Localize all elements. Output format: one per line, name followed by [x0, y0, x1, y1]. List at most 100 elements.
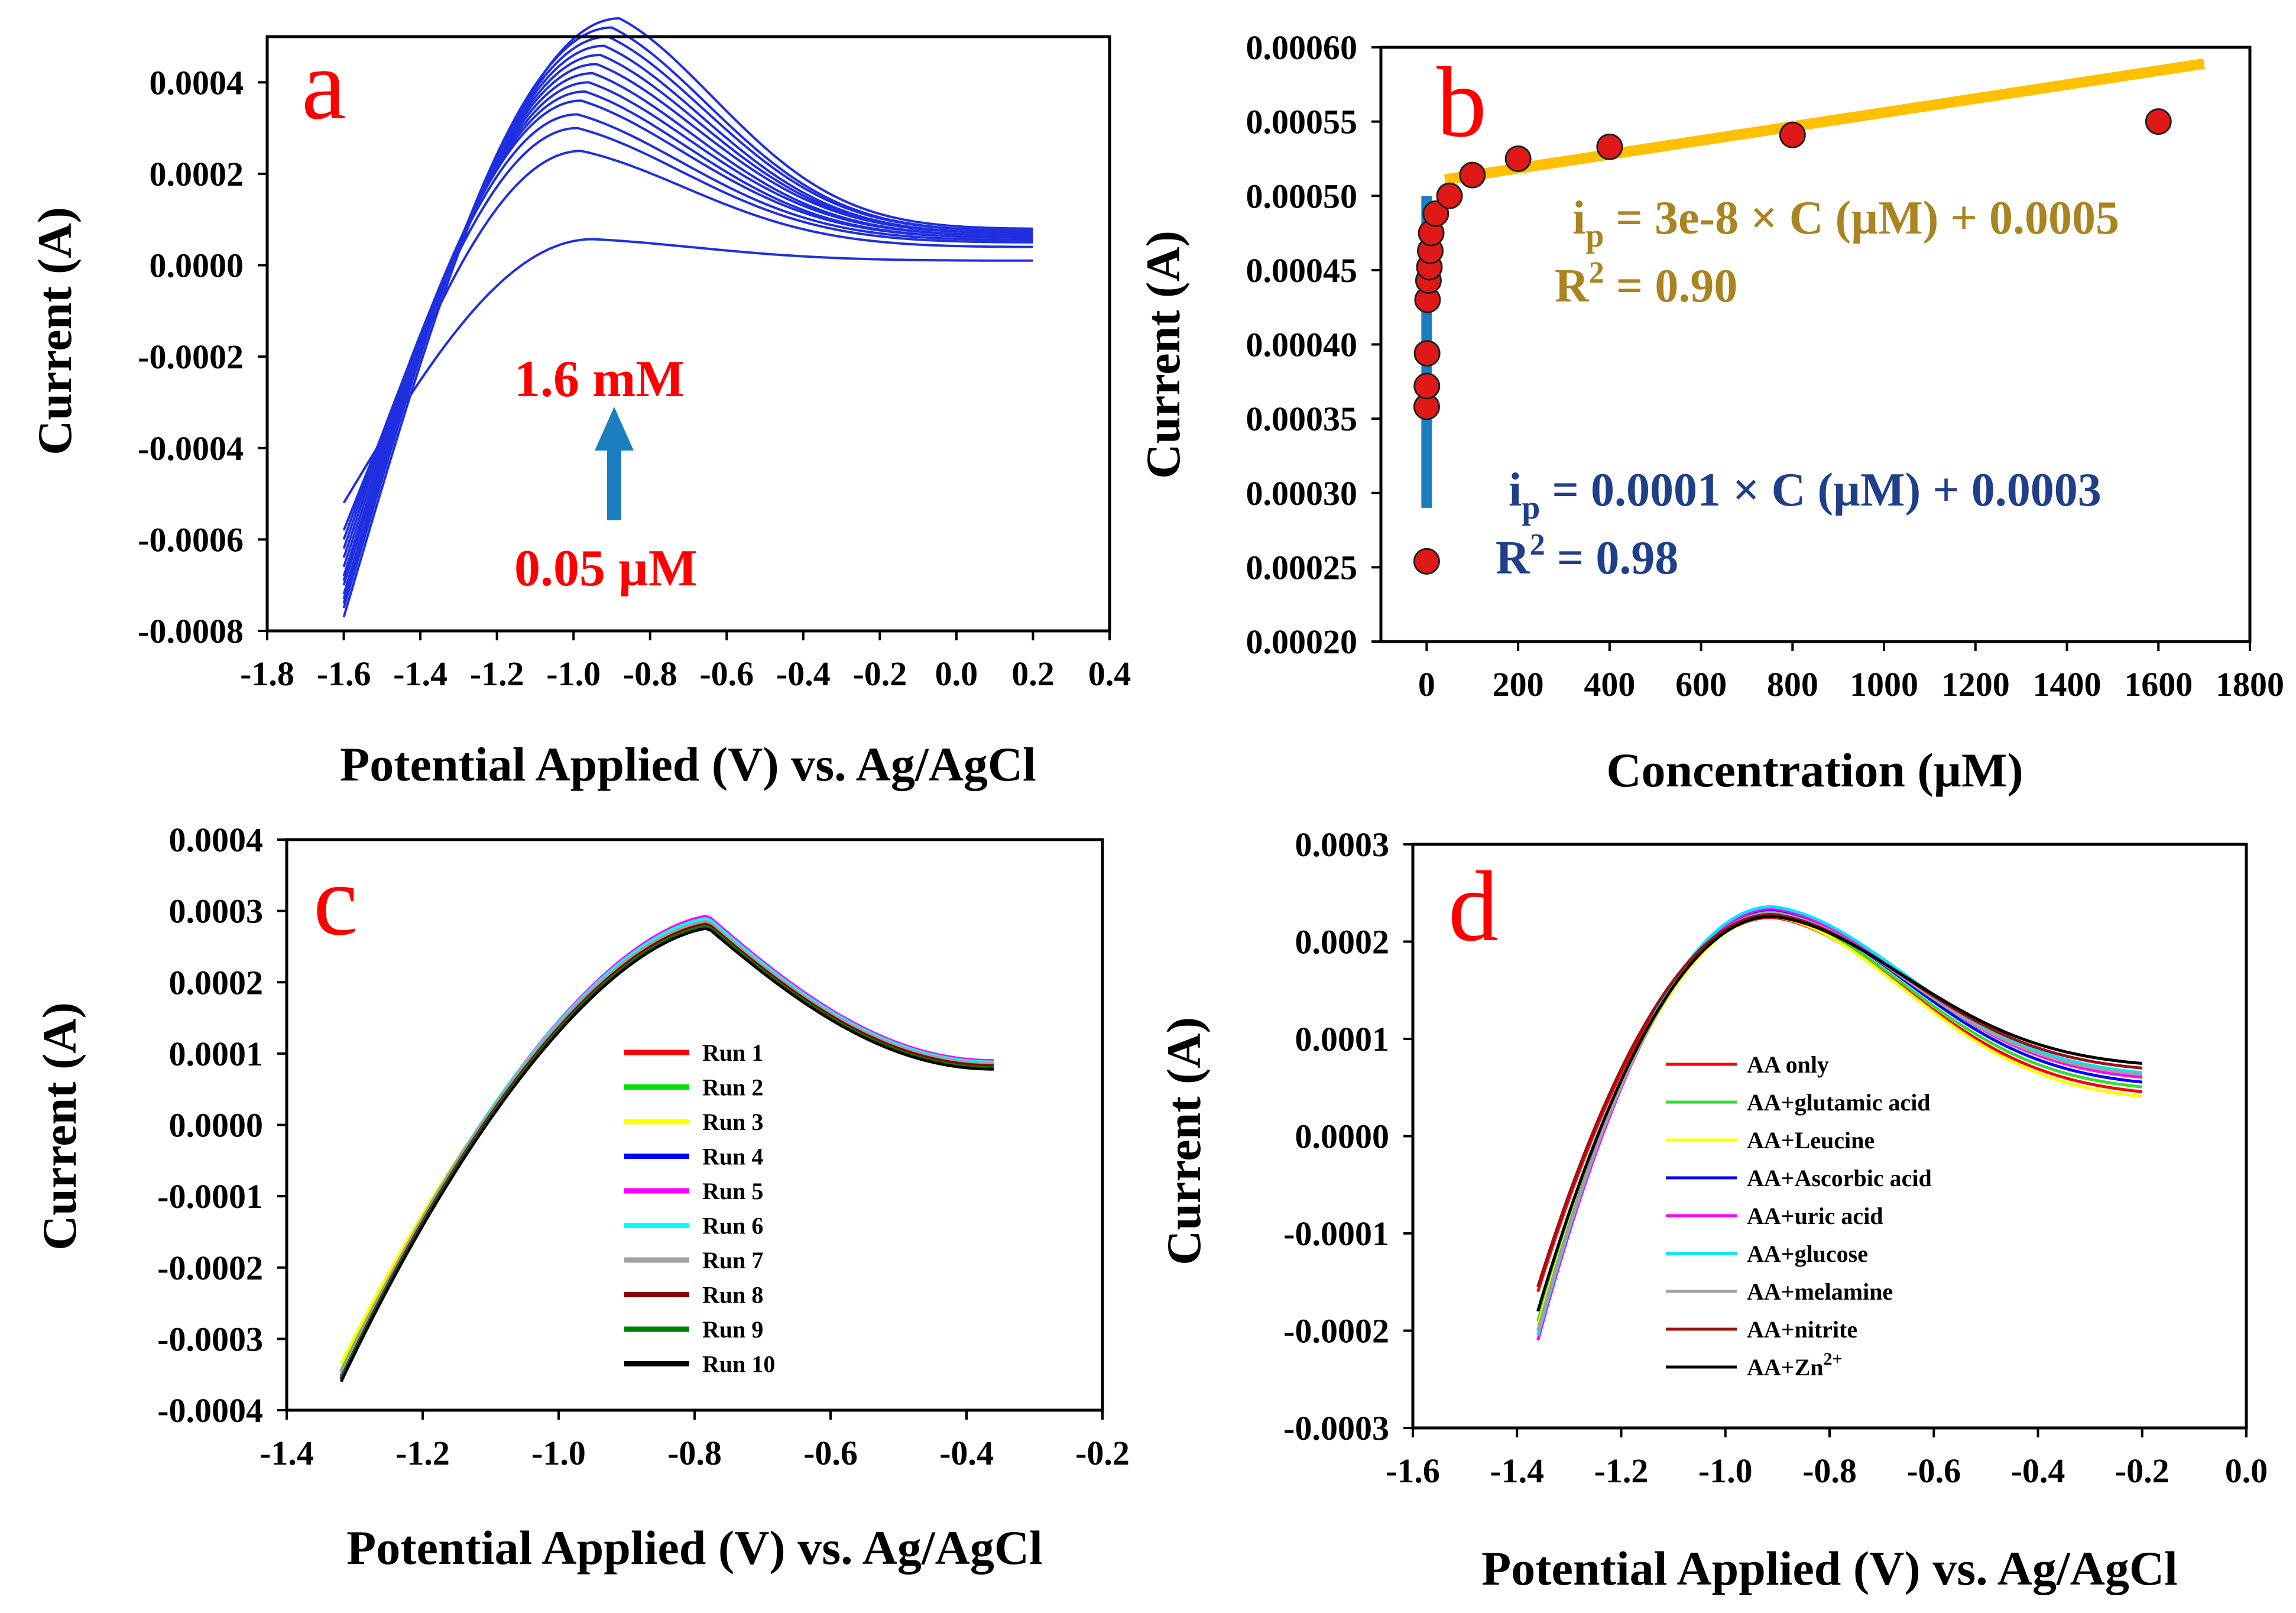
d-legend-label: AA+uric acid — [1747, 1203, 1883, 1229]
c-y-tick-label: 0.0003 — [169, 892, 264, 931]
a-curve — [342, 99, 1033, 558]
d-x-axis-label: Potential Applied (V) vs. Ag/AgCl — [1481, 1541, 2178, 1595]
a-y-tick-label: -0.0004 — [138, 429, 244, 468]
d-curve — [1536, 905, 2143, 1336]
c-y-axis-label: Current (A) — [33, 1002, 86, 1251]
c-legend-label: Run 9 — [702, 1316, 763, 1343]
a-plot-frame — [265, 35, 1111, 633]
a-curve — [342, 150, 1033, 531]
b-data-point — [1422, 200, 1449, 227]
a-panel-letter: a — [301, 29, 346, 140]
c-legend-label: Run 4 — [702, 1144, 763, 1170]
c-x-axis-label: Potential Applied (V) vs. Ag/AgCl — [346, 1521, 1043, 1575]
a-x-tick-label: -0.8 — [623, 655, 677, 693]
c-curve — [339, 919, 994, 1374]
b-data-point — [2145, 108, 2172, 135]
a-y-tick-label: 0.0000 — [150, 247, 244, 285]
c-curve — [339, 925, 994, 1365]
c-legend-label: Run 10 — [702, 1351, 775, 1378]
a-y-tick-label: -0.0006 — [138, 520, 244, 559]
a-x-tick-label: -0.4 — [776, 655, 831, 693]
a-curve — [342, 44, 1033, 600]
a-y-axis-label: Current (A) — [28, 207, 82, 455]
b-y-tick-label: 0.00025 — [1246, 548, 1358, 587]
d-x-tick-label: -0.6 — [1906, 1452, 1961, 1490]
c-curve — [339, 922, 994, 1379]
panel-c: -1.4 -1.2 -1.0 -0.8 -0.6 -0.4 -0.2 -0.0004-0.0… — [33, 821, 1130, 1575]
d-panel-letter: d — [1448, 851, 1499, 962]
d-curve — [1536, 909, 2143, 1332]
a-y-tick-label: 0.0002 — [150, 155, 244, 193]
panel-d: -1.6 -1.4 -1.2 -1.0 -0.8 -0.6 -0.4 -0.2 0.0 -0.0… — [1157, 825, 2268, 1595]
d-x-ticks: -1.6 -1.4 -1.2 -1.0 -0.8 -0.6 -0.4 -0.2 0.0 — [1386, 1428, 2268, 1490]
d-legend-label: AA+Zn2+ — [1747, 1349, 1843, 1381]
a-curve — [342, 72, 1033, 581]
d-y-tick-label: 0.0001 — [1295, 1020, 1390, 1058]
b-y-tick-label: 0.00040 — [1246, 326, 1358, 364]
a-x-tick-label: 0.4 — [1088, 655, 1131, 693]
c-y-tick-label: 0.0004 — [169, 821, 264, 859]
d-legend-label: AA only — [1747, 1051, 1829, 1078]
c-x-tick-label: -1.2 — [395, 1434, 450, 1472]
panel-a: -1.8 -1.6 -1.4 -1.2 -1.0 -0.8 -0.6 -0.4 -0.2 0.0 0… — [28, 17, 1131, 791]
b-x-tick-label: 800 — [1767, 665, 1818, 704]
b-data-points — [1413, 108, 2172, 575]
c-y-tick-label: -0.0002 — [157, 1249, 263, 1287]
b-r2-high: R2 = 0.90 — [1555, 256, 1737, 312]
b-data-point — [1596, 133, 1623, 160]
d-y-tick-label: 0.0002 — [1295, 923, 1390, 961]
c-curve — [339, 927, 994, 1382]
b-y-tick-label: 0.00050 — [1246, 177, 1358, 215]
a-x-tick-label: 0.0 — [935, 655, 978, 693]
d-x-tick-label: -1.2 — [1594, 1452, 1649, 1490]
d-legend-label: AA+glucose — [1747, 1240, 1868, 1267]
c-y-tick-label: -0.0001 — [157, 1177, 263, 1216]
c-legend-label: Run 6 — [702, 1213, 763, 1239]
b-x-axis-label: Concentration (µM) — [1606, 743, 2023, 797]
d-y-tick-label: -0.0001 — [1283, 1214, 1389, 1253]
c-x-tick-label: -0.8 — [667, 1434, 722, 1472]
b-x-tick-label: 1400 — [2033, 665, 2102, 704]
a-y-tick-label: -0.0008 — [138, 612, 244, 650]
d-x-tick-label: -0.8 — [1802, 1452, 1857, 1490]
panel-b: 0 200 400 600 800 1000 1200 1400 1600 1800 0.0002… — [1136, 28, 2284, 797]
d-y-tick-label: -0.0003 — [1283, 1409, 1389, 1447]
b-x-tick-label: 1800 — [2216, 665, 2284, 704]
c-y-tick-label: 0.0000 — [169, 1106, 264, 1145]
b-data-point — [1779, 121, 1806, 148]
b-y-ticks: 0.00020 0.00025 0.00030 0.00035 0.00040 0.000… — [1246, 28, 1381, 661]
b-y-tick-label: 0.00045 — [1246, 251, 1358, 290]
b-data-point — [1413, 340, 1441, 367]
b-fit-line-high — [1444, 58, 2205, 185]
c-legend-label: Run 3 — [702, 1109, 763, 1135]
b-panel-letter: b — [1436, 47, 1487, 158]
b-x-tick-label: 0 — [1418, 665, 1435, 704]
d-legend-label: AA+glutamic acid — [1747, 1089, 1931, 1116]
d-curve — [1536, 911, 2143, 1332]
a-x-tick-label: -0.6 — [699, 655, 754, 693]
a-x-tick-label: -1.4 — [393, 655, 447, 693]
d-x-tick-label: -1.0 — [1698, 1452, 1753, 1490]
a-arrow — [595, 407, 634, 520]
a-x-axis-label: Potential Applied (V) vs. Ag/AgCl — [340, 737, 1036, 791]
c-curve — [339, 915, 994, 1379]
a-y-tick-label: 0.0004 — [150, 63, 244, 102]
b-y-tick-label: 0.00020 — [1246, 623, 1358, 661]
d-legend-label: AA+nitrite — [1747, 1316, 1857, 1343]
d-y-axis-label: Current (A) — [1157, 1017, 1211, 1265]
c-y-tick-label: -0.0004 — [157, 1391, 263, 1430]
a-x-tick-label: 0.2 — [1011, 655, 1055, 693]
c-curve — [339, 920, 994, 1377]
c-curve — [339, 925, 994, 1381]
d-y-tick-label: 0.0003 — [1295, 825, 1390, 864]
d-x-tick-label: -0.4 — [2011, 1452, 2065, 1490]
d-curve — [1536, 907, 2143, 1341]
a-y-tick-label: -0.0002 — [138, 338, 244, 376]
c-x-tick-label: -0.2 — [1075, 1434, 1130, 1472]
d-x-tick-label: -1.4 — [1490, 1452, 1544, 1490]
c-curve — [339, 922, 994, 1375]
b-equation-high: ip = 3e-8 × C (µM) + 0.0005 — [1572, 192, 2119, 254]
c-legend-label: Run 8 — [702, 1282, 763, 1308]
b-data-point — [1459, 161, 1486, 189]
